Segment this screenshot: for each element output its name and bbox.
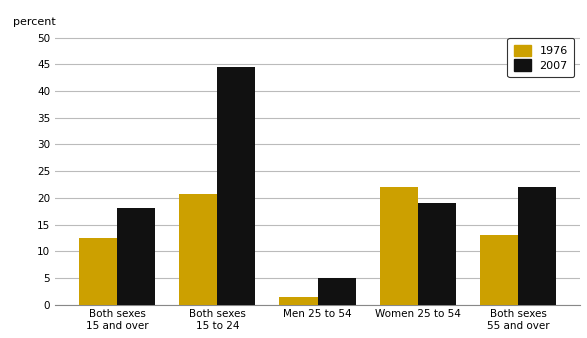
Bar: [318, 278, 356, 305]
Bar: [418, 203, 456, 305]
Bar: [117, 209, 155, 305]
Legend: 1976, 2007: 1976, 2007: [507, 38, 575, 77]
Bar: [217, 67, 255, 305]
Bar: [279, 296, 318, 305]
Bar: [380, 187, 418, 305]
Bar: [79, 238, 117, 305]
Bar: [480, 235, 518, 305]
Text: percent: percent: [13, 17, 56, 27]
Bar: [518, 187, 556, 305]
Bar: [179, 194, 217, 305]
